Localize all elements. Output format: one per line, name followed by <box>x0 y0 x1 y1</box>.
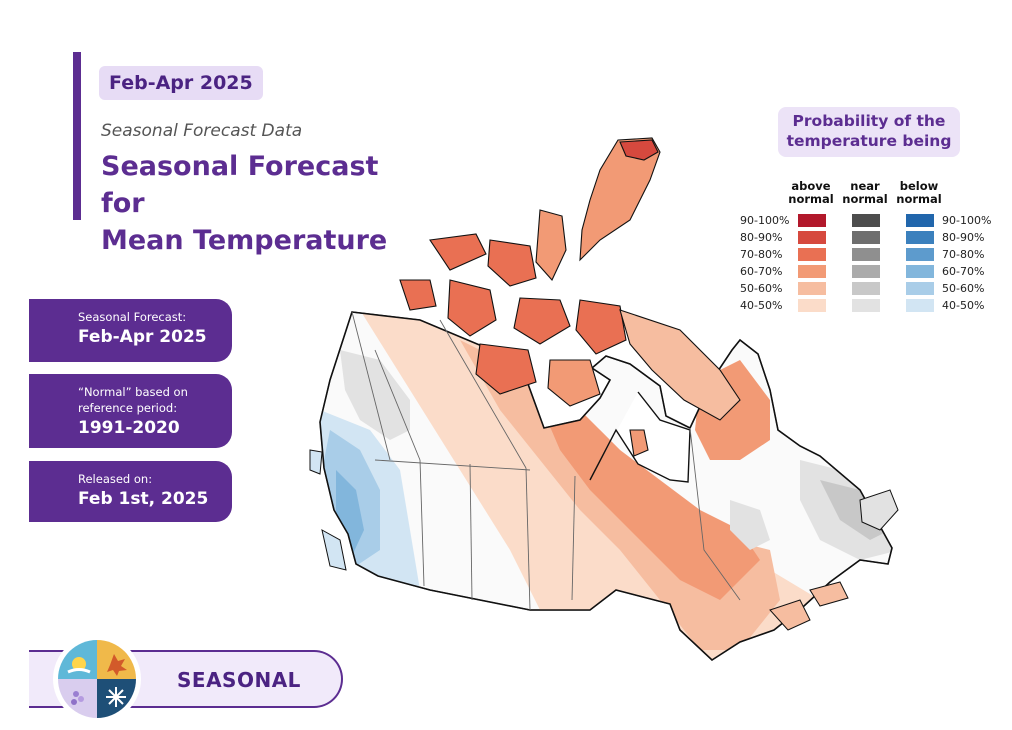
legend-row: 50-60% 50-60% <box>736 282 1006 296</box>
atlantic-islands <box>769 489 899 631</box>
legend-swatch-below <box>906 265 934 278</box>
pacific-coast-islands <box>309 449 347 571</box>
forecast-period-value: Feb-Apr 2025 <box>78 327 207 347</box>
legend-header-near: near normal <box>840 180 890 206</box>
legend-range-label-right: 40-50% <box>942 299 985 312</box>
legend-swatch-near <box>852 299 880 312</box>
legend-header-near-line1: near <box>850 179 880 193</box>
legend-swatch-near <box>852 265 880 278</box>
legend-range-label-left: 90-100% <box>740 214 790 227</box>
legend-row: 40-50% 40-50% <box>736 299 1006 313</box>
legend-range-label-right: 90-100% <box>942 214 992 227</box>
legend-swatch-near <box>852 248 880 261</box>
legend-title-line-1: Probability of the <box>792 112 946 130</box>
legend-header-below: below normal <box>894 180 944 206</box>
reference-period-label-1: “Normal” based on <box>78 385 188 399</box>
legend-row: 70-80% 70-80% <box>736 248 1006 262</box>
reference-period-card: “Normal” based on reference period: 1991… <box>29 374 232 448</box>
forecast-period-card: Seasonal Forecast: Feb-Apr 2025 <box>29 299 232 362</box>
four-seasons-icon <box>53 635 141 723</box>
legend-row: 80-90% 80-90% <box>736 231 1006 245</box>
legend-range-label-right: 70-80% <box>942 248 985 261</box>
province-borders <box>351 311 741 611</box>
legend-swatch-below <box>906 231 934 244</box>
legend-swatch-below <box>906 299 934 312</box>
release-date-label: Released on: <box>78 472 153 486</box>
forecast-period-label: Seasonal Forecast: <box>78 310 187 324</box>
legend-title: Probability of the temperature being <box>778 107 960 157</box>
legend-swatch-above <box>798 231 826 244</box>
legend-swatch-above <box>798 282 826 295</box>
legend-row: 90-100% 90-100% <box>736 214 1006 228</box>
legend-range-label-left: 40-50% <box>740 299 783 312</box>
page-title: Seasonal Forecast for Mean Temperature <box>101 148 431 259</box>
release-date-value: Feb 1st, 2025 <box>78 489 209 509</box>
title-line-2: Mean Temperature <box>101 225 388 256</box>
arctic-archipelago <box>399 137 741 457</box>
legend-range-label-left: 70-80% <box>740 248 783 261</box>
legend-header-above-line2: normal <box>788 192 834 206</box>
legend-swatch-below <box>906 214 934 227</box>
legend-row: 60-70% 60-70% <box>736 265 1006 279</box>
legend-header-above: above normal <box>786 180 836 206</box>
reference-period-label-2: reference period: <box>78 401 178 415</box>
accent-bar <box>73 52 81 220</box>
mainland-canada <box>319 311 893 662</box>
legend-header-below-line2: normal <box>896 192 942 206</box>
reference-period-value: 1991-2020 <box>78 418 180 438</box>
legend-swatch-above <box>798 248 826 261</box>
release-date-card: Released on: Feb 1st, 2025 <box>29 461 232 522</box>
canada-temperature-map <box>309 137 899 662</box>
date-badge: Feb-Apr 2025 <box>99 66 263 100</box>
legend-swatch-above <box>798 299 826 312</box>
probability-legend: above normal near normal below normal 90… <box>736 180 1006 313</box>
legend-range-label-right: 60-70% <box>942 265 985 278</box>
legend-range-label-right: 50-60% <box>942 282 985 295</box>
page-subtitle: Seasonal Forecast Data <box>101 121 303 141</box>
legend-swatch-near <box>852 214 880 227</box>
legend-swatch-below <box>906 248 934 261</box>
legend-range-label-right: 80-90% <box>942 231 985 244</box>
legend-header-near-line2: normal <box>842 192 888 206</box>
legend-swatch-below <box>906 282 934 295</box>
legend-swatch-above <box>798 214 826 227</box>
season-label: SEASONAL <box>177 668 301 692</box>
legend-header-above-line1: above <box>791 179 831 193</box>
legend-title-line-2: temperature being <box>786 132 952 150</box>
title-line-1: Seasonal Forecast for <box>101 151 379 219</box>
legend-range-label-left: 80-90% <box>740 231 783 244</box>
legend-range-label-left: 60-70% <box>740 265 783 278</box>
legend-swatch-above <box>798 265 826 278</box>
legend-swatch-near <box>852 231 880 244</box>
legend-range-label-left: 50-60% <box>740 282 783 295</box>
legend-header-below-line1: below <box>899 179 939 193</box>
legend-swatch-near <box>852 282 880 295</box>
